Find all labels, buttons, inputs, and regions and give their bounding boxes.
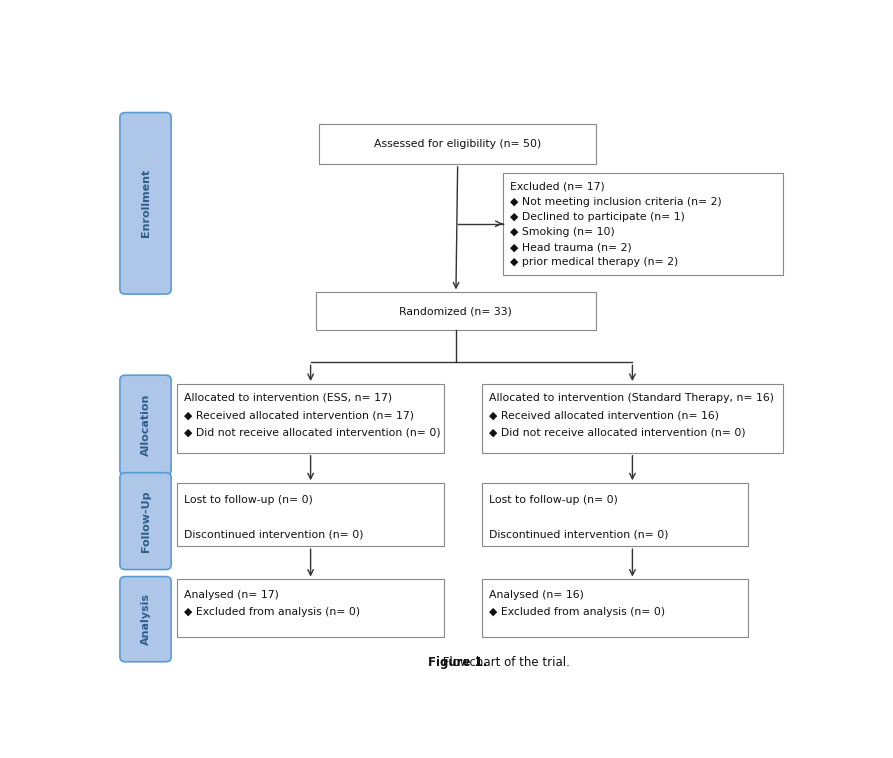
Text: Analysed (n= 17): Analysed (n= 17) — [184, 590, 280, 600]
Text: ◆ Received allocated intervention (n= 17): ◆ Received allocated intervention (n= 17… — [184, 410, 414, 420]
Text: ◆ Received allocated intervention (n= 16): ◆ Received allocated intervention (n= 16… — [488, 410, 719, 420]
FancyBboxPatch shape — [120, 577, 171, 662]
Text: ◆ prior medical therapy (n= 2): ◆ prior medical therapy (n= 2) — [510, 257, 678, 268]
Text: ◆ Excluded from analysis (n= 0): ◆ Excluded from analysis (n= 0) — [488, 607, 665, 618]
FancyBboxPatch shape — [482, 384, 783, 453]
Text: ◆ Did not receive allocated intervention (n= 0): ◆ Did not receive allocated intervention… — [488, 428, 746, 437]
Text: ◆ Did not receive allocated intervention (n= 0): ◆ Did not receive allocated intervention… — [184, 428, 441, 437]
FancyBboxPatch shape — [482, 483, 748, 547]
FancyBboxPatch shape — [178, 483, 444, 547]
FancyBboxPatch shape — [178, 384, 444, 453]
Text: Randomized (n= 33): Randomized (n= 33) — [399, 306, 513, 316]
FancyBboxPatch shape — [120, 112, 171, 294]
Text: Allocated to intervention (Standard Therapy, n= 16): Allocated to intervention (Standard Ther… — [488, 393, 774, 402]
Text: Excluded (n= 17): Excluded (n= 17) — [510, 181, 605, 192]
Text: Discontinued intervention (n= 0): Discontinued intervention (n= 0) — [488, 530, 668, 540]
Text: Enrollment: Enrollment — [140, 169, 151, 237]
FancyBboxPatch shape — [320, 124, 597, 164]
Text: Follow-Up: Follow-Up — [140, 490, 151, 552]
Text: Lost to follow-up (n= 0): Lost to follow-up (n= 0) — [488, 495, 618, 505]
Text: Allocation: Allocation — [140, 394, 151, 456]
Text: ◆ Not meeting inclusion criteria (n= 2): ◆ Not meeting inclusion criteria (n= 2) — [510, 196, 722, 207]
Text: ◆ Smoking (n= 10): ◆ Smoking (n= 10) — [510, 227, 614, 237]
Text: Flowchart of the trial.: Flowchart of the trial. — [439, 656, 570, 669]
Text: ◆ Excluded from analysis (n= 0): ◆ Excluded from analysis (n= 0) — [184, 607, 361, 618]
FancyBboxPatch shape — [178, 579, 444, 637]
Text: Analysed (n= 16): Analysed (n= 16) — [488, 590, 584, 600]
Text: Allocated to intervention (ESS, n= 17): Allocated to intervention (ESS, n= 17) — [184, 393, 392, 402]
Text: Discontinued intervention (n= 0): Discontinued intervention (n= 0) — [184, 530, 363, 540]
FancyBboxPatch shape — [120, 473, 171, 569]
FancyBboxPatch shape — [482, 579, 748, 637]
Text: Figure 1.: Figure 1. — [428, 656, 488, 669]
Text: Lost to follow-up (n= 0): Lost to follow-up (n= 0) — [184, 495, 313, 505]
FancyBboxPatch shape — [503, 173, 783, 275]
FancyBboxPatch shape — [316, 293, 597, 330]
Text: Assessed for eligibility (n= 50): Assessed for eligibility (n= 50) — [374, 139, 541, 149]
Text: ◆ Head trauma (n= 2): ◆ Head trauma (n= 2) — [510, 242, 631, 252]
Text: Analysis: Analysis — [140, 594, 151, 645]
FancyBboxPatch shape — [120, 375, 171, 475]
Text: ◆ Declined to participate (n= 1): ◆ Declined to participate (n= 1) — [510, 211, 684, 222]
